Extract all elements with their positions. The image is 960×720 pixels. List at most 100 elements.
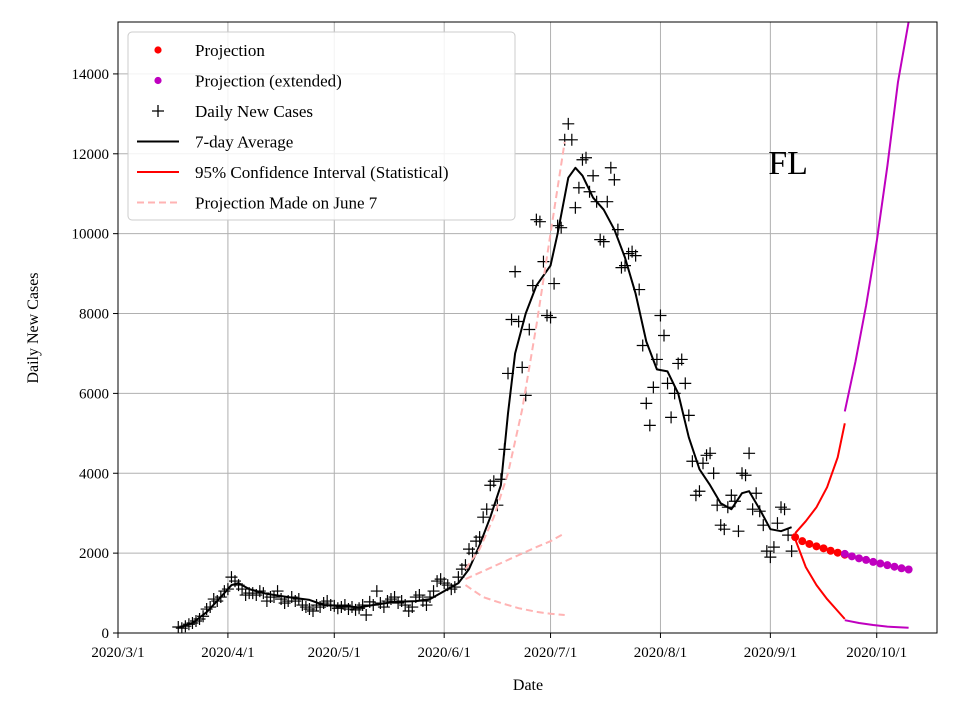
y-tick-label: 6000	[79, 386, 109, 402]
legend: Projection Projection (extended) Daily New…	[127, 31, 516, 221]
projection-point	[791, 533, 800, 542]
daily-case-point	[523, 323, 536, 336]
y-tick-label: 8000	[79, 307, 109, 323]
daily-case-point	[707, 467, 720, 480]
x-tick-label: 2020/7/1	[524, 645, 577, 661]
legend-label: 95% Confidence Interval (Statistical)	[195, 163, 449, 182]
daily-case-point	[505, 313, 518, 326]
x-tick-label: 2020/3/1	[91, 645, 144, 661]
projection-extended-point	[862, 555, 871, 564]
projection-made-on-june-7-line	[464, 141, 566, 570]
legend-label: Projection	[195, 41, 265, 60]
y-axis-title: Daily New Cases	[25, 272, 42, 383]
projection-extended-point	[855, 554, 863, 563]
series-layer	[172, 22, 913, 633]
plot-area	[172, 22, 913, 633]
daily-case-point	[487, 475, 500, 488]
95-confidence-interval-statistical-line	[794, 538, 846, 620]
daily-case-point	[427, 585, 440, 598]
daily-case-point	[516, 361, 529, 374]
daily-case-point	[629, 249, 642, 262]
x-tick-label: 2020/4/1	[201, 645, 254, 661]
daily-case-point	[665, 411, 678, 424]
daily-case-point	[562, 117, 575, 130]
daily-case-point	[604, 161, 617, 174]
daily-case-point	[743, 447, 756, 460]
daily-case-point	[597, 235, 610, 248]
projection-point	[833, 548, 842, 557]
projection-point	[812, 542, 821, 551]
daily-case-point	[785, 545, 798, 558]
daily-case-point	[197, 610, 210, 623]
daily-case-point	[587, 169, 600, 182]
y-tick-label: 14000	[72, 67, 110, 83]
daily-case-point	[509, 265, 522, 278]
daily-case-point	[640, 397, 653, 410]
daily-case-point	[480, 503, 493, 516]
daily-case-point	[697, 457, 709, 470]
projection-extended-point	[847, 552, 856, 561]
projection-made-on-june-7-line	[464, 584, 565, 616]
7-day-average-line	[177, 166, 792, 629]
daily-case-point	[658, 329, 670, 342]
legend-marker	[154, 46, 162, 54]
projection-point	[805, 539, 814, 548]
projection-extended-point	[883, 561, 892, 570]
daily-case-point	[537, 255, 550, 268]
legend-marker	[154, 76, 162, 85]
x-tick-label: 2020/5/1	[308, 645, 361, 661]
daily-case-point	[565, 133, 578, 146]
daily-case-point	[406, 601, 419, 614]
daily-case-point	[750, 487, 763, 500]
daily-case-point	[544, 311, 557, 324]
legend-label: 7-day Average	[195, 133, 293, 152]
95-confidence-interval-statistical-line	[794, 423, 846, 534]
projection-extended-point	[876, 559, 885, 568]
ticks: 2020/3/1 2020/4/1 2020/5/1 2020/6/1 2020/7/1…	[72, 67, 908, 661]
daily-case-point	[718, 523, 731, 536]
projection-extended-point	[897, 564, 906, 573]
x-tick-label: 2020/6/1	[418, 645, 471, 661]
legend-label: Projection Made on June 7	[195, 194, 378, 213]
x-tick-label: 2020/8/1	[634, 645, 687, 661]
daily-case-point	[767, 541, 780, 554]
daily-case-point	[739, 469, 752, 482]
projection-point	[826, 546, 835, 555]
daily-case-point	[370, 585, 383, 598]
daily-case-point	[661, 377, 674, 390]
daily-case-point	[732, 525, 745, 538]
daily-case-point	[643, 419, 656, 432]
daily-case-point	[647, 381, 660, 394]
daily-case-point	[675, 353, 688, 366]
daily-case-point	[477, 511, 490, 524]
legend-label: Daily New Cases	[195, 102, 313, 121]
daily-case-point	[619, 259, 631, 272]
projection-made-on-june-7-line	[465, 532, 566, 581]
daily-case-point	[572, 181, 585, 194]
y-tick-label: 4000	[79, 466, 109, 482]
daily-case-point	[636, 339, 649, 352]
daily-case-point	[771, 517, 784, 530]
legend-frame	[127, 31, 516, 221]
daily-case-point	[548, 277, 561, 290]
daily-case-point	[608, 173, 621, 186]
projection-point	[798, 537, 807, 546]
daily-case-point	[420, 599, 433, 612]
projection-extended-line	[843, 22, 910, 412]
daily-case-point	[356, 599, 369, 612]
legend-label: Projection (extended)	[195, 72, 342, 91]
x-axis-title: Date	[513, 677, 543, 694]
legend-marker	[152, 105, 164, 117]
y-tick-label: 2000	[79, 546, 109, 562]
daily-case-point	[654, 309, 667, 322]
projection-extended-line	[844, 619, 909, 629]
x-tick-label: 2020/10/1	[846, 645, 907, 661]
daily-case-point	[679, 377, 692, 390]
daily-case-point	[533, 215, 546, 228]
daily-case-point	[764, 551, 777, 564]
daily-case-point	[360, 609, 373, 622]
y-tick-label: 12000	[72, 147, 110, 163]
daily-case-point	[711, 499, 724, 512]
daily-case-point	[746, 503, 759, 516]
